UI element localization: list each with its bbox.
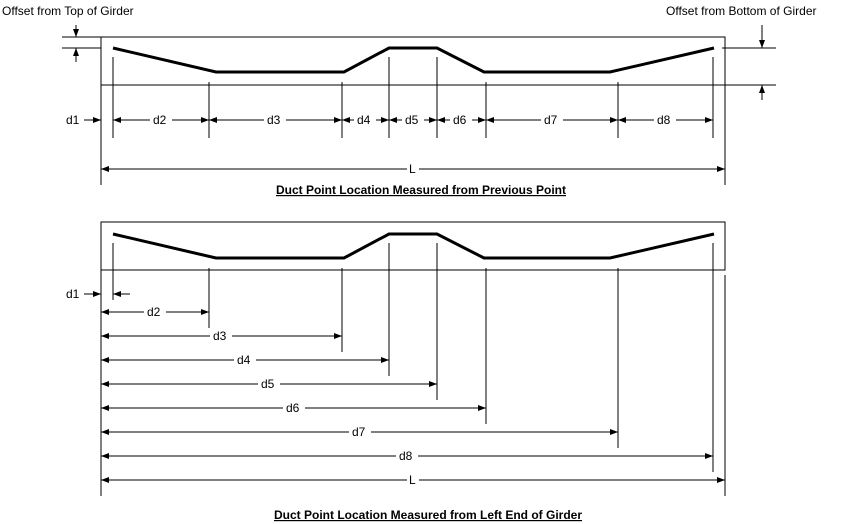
bottom-cumulative-dimensions: [101, 309, 713, 459]
bottom-d6-label: d6: [286, 401, 300, 415]
bottom-diagram: d1 d2 d3 d4 d5 d6 d7 d8 L Duct Po: [66, 221, 726, 522]
bottom-extension-lines: [100, 243, 726, 496]
bottom-caption: Duct Point Location Measured from Left E…: [274, 508, 582, 522]
top-caption: Duct Point Location Measured from Previo…: [276, 183, 566, 197]
offset-top-label: Offset from Top of Girder: [2, 4, 134, 18]
top-d7-label: d7: [544, 113, 558, 127]
top-d2-label: d2: [153, 113, 167, 127]
top-d3-label: d3: [267, 113, 281, 127]
top-d5-label: d5: [405, 113, 419, 127]
bottom-d7-label: d7: [352, 425, 366, 439]
top-diagram: Offset from Top of Girder Offset from Bo…: [2, 4, 817, 197]
offset-bottom-label: Offset from Bottom of Girder: [666, 4, 817, 18]
top-d8-label: d8: [657, 113, 671, 127]
duct-profile-bottom: [112, 232, 715, 260]
top-L-label: L: [409, 162, 416, 176]
bottom-L-label: L: [409, 473, 416, 487]
girder-outline-bottom: [100, 221, 726, 271]
duct-profile: [112, 46, 715, 74]
girder-outline: [100, 36, 726, 86]
bottom-d4-label: d4: [237, 353, 251, 367]
top-extension-lines: [100, 57, 726, 185]
bottom-d1-label: d1: [66, 287, 80, 301]
top-d4-label: d4: [357, 113, 371, 127]
bottom-d8-label: d8: [399, 449, 413, 463]
top-d6-label: d6: [453, 113, 467, 127]
bottom-d2-label: d2: [147, 305, 161, 319]
bottom-d5-label: d5: [261, 377, 275, 391]
top-d1-label: d1: [66, 113, 80, 127]
bottom-d3-label: d3: [213, 329, 227, 343]
